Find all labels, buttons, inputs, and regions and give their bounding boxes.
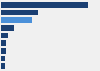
Bar <box>1 33 8 38</box>
Bar <box>1 40 6 46</box>
Bar <box>1 56 6 61</box>
Bar <box>1 25 14 31</box>
Bar <box>1 48 6 54</box>
Bar <box>1 10 38 15</box>
Bar <box>1 63 5 69</box>
Bar <box>1 2 88 8</box>
Bar <box>1 17 32 23</box>
